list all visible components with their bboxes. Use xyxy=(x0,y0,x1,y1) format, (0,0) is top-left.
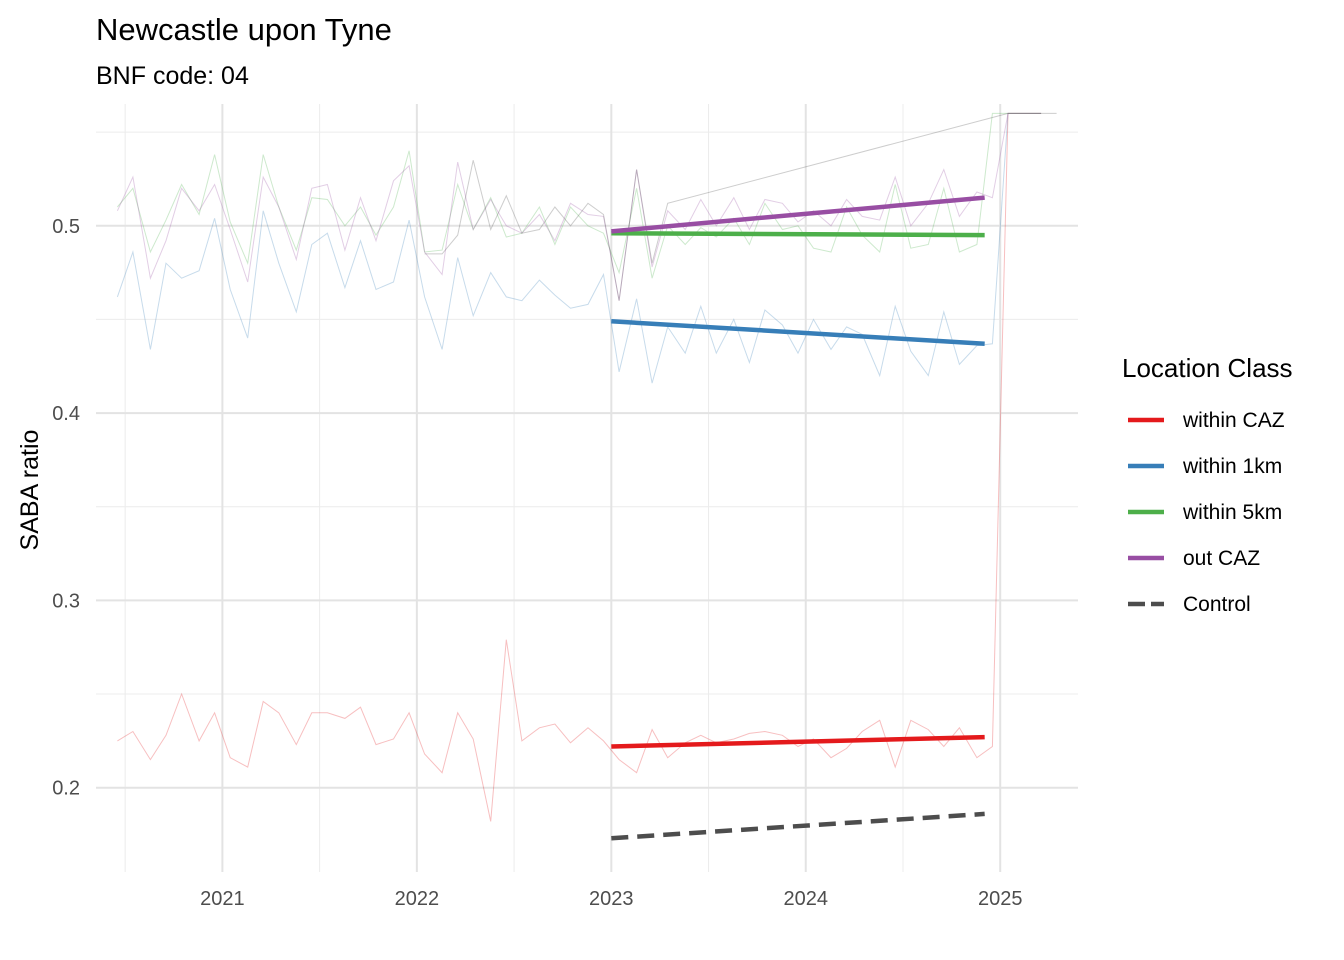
raw-line-control xyxy=(424,112,1057,301)
y-tick-label-0.5: 0.5 xyxy=(52,216,80,238)
raw-line-within-caz xyxy=(117,112,1042,822)
x-tick-label-2021: 2021 xyxy=(200,888,245,910)
legend-title: Location Class xyxy=(1122,353,1293,383)
y-tick-label-0.2: 0.2 xyxy=(52,778,80,800)
y-axis-title: SABA ratio xyxy=(16,430,44,551)
x-tick-label-2022: 2022 xyxy=(395,888,440,910)
legend-label-within-5km: within 5km xyxy=(1182,501,1282,524)
y-axis-ticks: 0.2 0.3 0.4 0.5 xyxy=(52,216,80,800)
chart-title: Newcastle upon Tyne xyxy=(96,12,392,47)
trend-line-within-caz xyxy=(611,734,985,749)
trend-line-within-1km xyxy=(611,319,985,347)
x-tick-label-2025: 2025 xyxy=(978,888,1023,910)
legend-label-within-caz: within CAZ xyxy=(1182,409,1285,432)
legend-label-control: Control xyxy=(1183,593,1251,616)
trend-line-out-caz xyxy=(611,195,985,234)
trend-lines xyxy=(611,195,985,841)
raw-line-out-caz xyxy=(116,112,1042,301)
y-tick-label-0.4: 0.4 xyxy=(52,403,80,425)
chart-subtitle: BNF code: 04 xyxy=(96,62,249,90)
trend-line-control xyxy=(611,811,985,841)
x-tick-label-2024: 2024 xyxy=(784,888,829,910)
raw-line-within-5km xyxy=(117,112,1042,279)
legend: Location Class within CAZ within 1km withi… xyxy=(1122,353,1293,616)
legend-label-out-caz: out CAZ xyxy=(1183,547,1260,570)
y-tick-label-0.3: 0.3 xyxy=(52,590,80,612)
trend-line-within-5km xyxy=(611,230,985,238)
grid-lines xyxy=(96,104,1078,872)
x-tick-label-2023: 2023 xyxy=(589,888,634,910)
raw-series-lines xyxy=(116,112,1057,822)
legend-label-within-1km: within 1km xyxy=(1182,455,1282,478)
x-axis-ticks: 2021 2022 2023 2024 2025 xyxy=(200,888,1022,910)
raw-line-within-1km xyxy=(116,112,1042,384)
